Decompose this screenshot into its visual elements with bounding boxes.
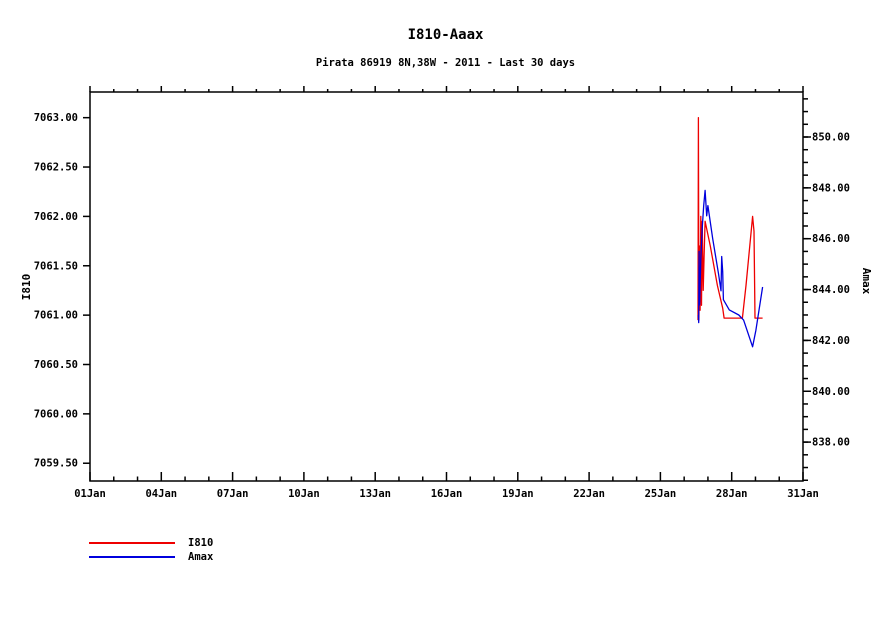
legend-item-amax: Amax — [89, 550, 213, 564]
svg-text:22Jan: 22Jan — [573, 488, 605, 500]
svg-text:848.00: 848.00 — [812, 182, 850, 194]
svg-text:01Jan: 01Jan — [74, 488, 106, 500]
svg-text:04Jan: 04Jan — [145, 488, 177, 500]
svg-text:7062.50: 7062.50 — [34, 162, 78, 174]
svg-text:850.00: 850.00 — [812, 132, 850, 144]
svg-text:7060.50: 7060.50 — [34, 359, 78, 371]
svg-text:31Jan: 31Jan — [787, 488, 819, 500]
legend: I810 Amax — [89, 536, 213, 564]
svg-text:I810: I810 — [20, 274, 33, 301]
chart-subtitle: Pirata 86919 8N,38W - 2011 - Last 30 day… — [315, 57, 576, 69]
svg-text:7061.50: 7061.50 — [34, 260, 78, 272]
svg-text:28Jan: 28Jan — [716, 488, 748, 500]
svg-text:846.00: 846.00 — [812, 233, 850, 245]
svg-text:16Jan: 16Jan — [431, 488, 463, 500]
legend-label-amax: Amax — [188, 551, 214, 563]
svg-text:13Jan: 13Jan — [359, 488, 391, 500]
svg-text:07Jan: 07Jan — [217, 488, 249, 500]
svg-text:842.00: 842.00 — [812, 335, 850, 347]
svg-text:844.00: 844.00 — [812, 284, 850, 296]
legend-line-amax-swatch — [89, 556, 175, 558]
svg-text:10Jan: 10Jan — [288, 488, 320, 500]
svg-text:840.00: 840.00 — [812, 386, 850, 398]
svg-text:7060.00: 7060.00 — [34, 408, 78, 420]
svg-text:7063.00: 7063.00 — [34, 112, 78, 124]
svg-text:19Jan: 19Jan — [502, 488, 534, 500]
svg-text:7062.00: 7062.00 — [34, 211, 78, 223]
svg-text:7061.00: 7061.00 — [34, 310, 78, 322]
svg-text:25Jan: 25Jan — [645, 488, 677, 500]
legend-line-i810-swatch — [89, 542, 175, 544]
legend-label-i810: I810 — [188, 537, 214, 549]
svg-text:838.00: 838.00 — [812, 437, 850, 449]
svg-text:7059.50: 7059.50 — [34, 458, 78, 470]
svg-text:Amax: Amax — [860, 268, 873, 295]
legend-item-i810: I810 — [89, 536, 213, 550]
chart-title: I810-Aaax — [407, 27, 484, 43]
